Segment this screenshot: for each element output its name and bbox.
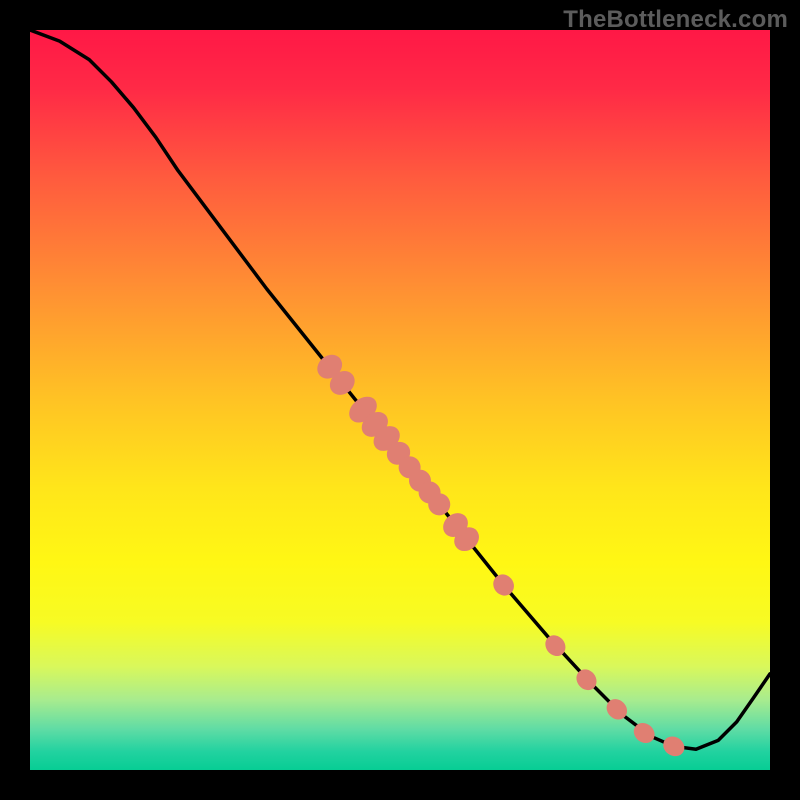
plot-area	[30, 30, 770, 770]
bottleneck-curve	[30, 30, 770, 749]
data-markers-group	[313, 350, 689, 760]
watermark-text: TheBottleneck.com	[563, 6, 788, 34]
chart-overlay	[30, 30, 770, 770]
data-marker	[660, 733, 689, 760]
